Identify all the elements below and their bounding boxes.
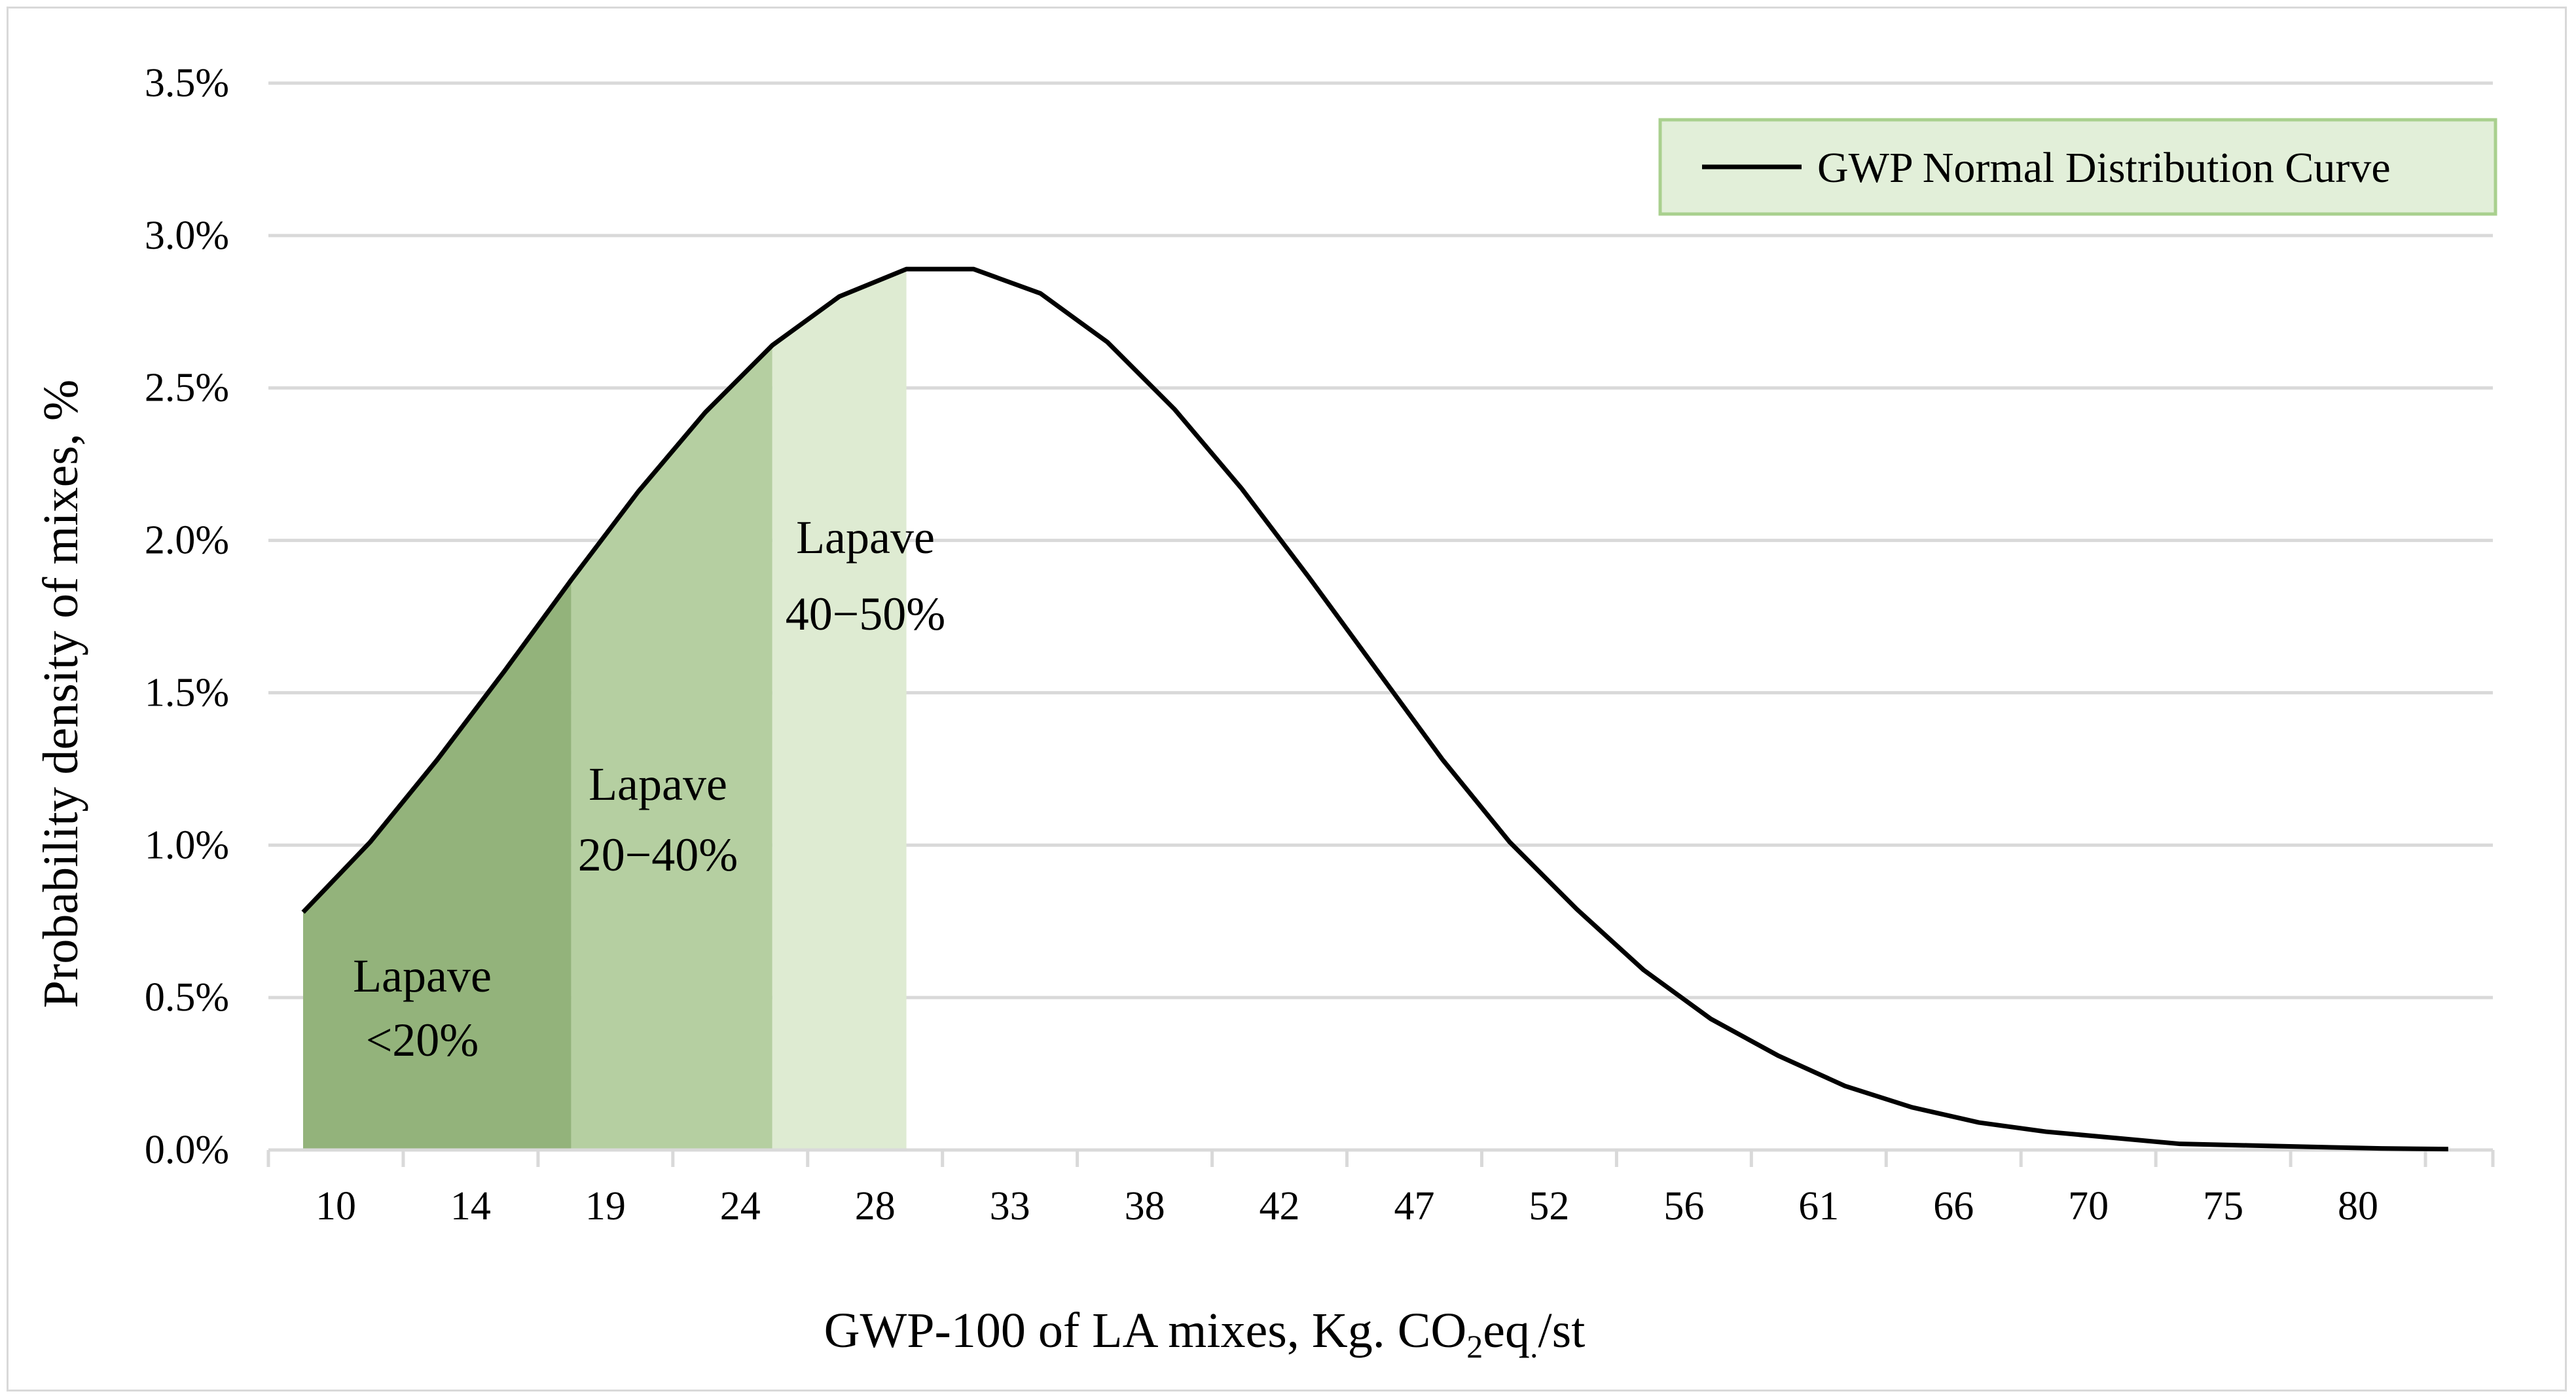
series-line-gwp bbox=[301, 266, 2448, 1152]
x-tick-label: 80 bbox=[2338, 1184, 2378, 1229]
x-tick-label: 52 bbox=[1529, 1184, 1569, 1229]
x-tick-label: 47 bbox=[1394, 1184, 1434, 1229]
x-tick-label: 33 bbox=[990, 1184, 1030, 1229]
y-tick-label: 0.5% bbox=[145, 975, 229, 1020]
y-tick-labels: 0.0% 0.5% 1.0% 1.5% 2.0% 2.5% 3.0% 3.5% bbox=[145, 61, 229, 1172]
series-layer bbox=[301, 266, 2448, 1152]
x-tick-label: 75 bbox=[2203, 1184, 2243, 1229]
region-label-2-line2: 20−40% bbox=[578, 829, 738, 881]
x-axis-title: GWP-100 of LA mixes, Kg. CO2eq./st bbox=[824, 1303, 1586, 1365]
y-tick-label: 2.0% bbox=[145, 518, 229, 563]
y-tick-label: 3.5% bbox=[145, 61, 229, 105]
x-tick-label: 66 bbox=[1933, 1184, 1974, 1229]
shaded-regions bbox=[303, 269, 907, 1151]
region-area-3 bbox=[772, 269, 907, 1151]
region-label-1-line2: <20% bbox=[366, 1014, 479, 1066]
x-tick-label: 19 bbox=[585, 1184, 626, 1229]
x-tick-label: 14 bbox=[450, 1184, 491, 1229]
region-area-2 bbox=[571, 345, 772, 1150]
x-tick-labels: 10 14 19 24 28 33 38 42 47 52 56 61 66 70 75 80 bbox=[316, 1184, 2378, 1229]
x-tick-label: 28 bbox=[855, 1184, 896, 1229]
x-tick-label: 61 bbox=[1798, 1184, 1839, 1229]
x-tick-label: 56 bbox=[1663, 1184, 1704, 1229]
y-tick-label: 2.5% bbox=[145, 366, 229, 410]
x-tick-label: 10 bbox=[316, 1184, 356, 1229]
legend-label: GWP Normal Distribution Curve bbox=[1817, 144, 2391, 192]
y-tick-label: 3.0% bbox=[145, 213, 229, 258]
region-label-3-line1: Lapave bbox=[796, 511, 935, 564]
legend: GWP Normal Distribution Curve bbox=[1658, 118, 2497, 216]
x-tick-label: 24 bbox=[720, 1184, 761, 1229]
y-tick-label: 1.0% bbox=[145, 823, 229, 867]
axes bbox=[266, 1148, 2495, 1167]
y-tick-label: 0.0% bbox=[145, 1128, 229, 1172]
x-tick-label: 38 bbox=[1125, 1184, 1165, 1229]
region-label-2-line1: Lapave bbox=[589, 758, 727, 810]
y-axis-title: Probability density of mixes, % bbox=[33, 380, 88, 1008]
region-label-3-line2: 40−50% bbox=[786, 588, 946, 640]
chart-frame bbox=[7, 7, 2567, 1391]
region-area-1 bbox=[303, 580, 571, 1150]
region-label-1-line1: Lapave bbox=[353, 950, 492, 1002]
x-tick-label: 70 bbox=[2068, 1184, 2109, 1229]
y-tick-label: 1.5% bbox=[145, 670, 229, 715]
region-annotations: Lapave <20% Lapave 20−40% Lapave 40−50% bbox=[353, 511, 945, 1066]
x-tick-label: 42 bbox=[1260, 1184, 1300, 1229]
